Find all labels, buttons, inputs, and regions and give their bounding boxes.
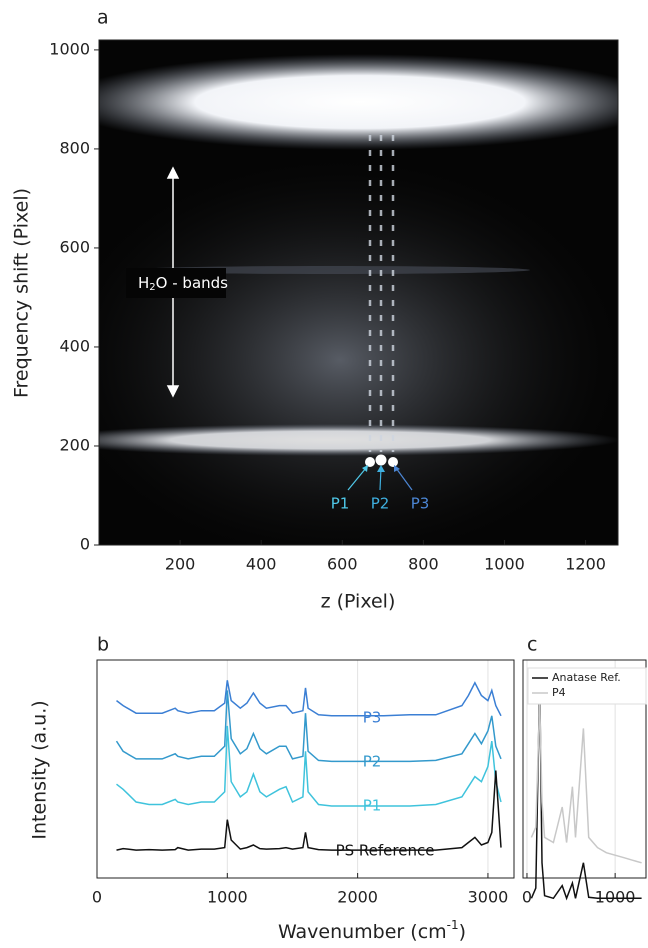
panel-letter: c xyxy=(527,634,537,656)
band-label: H2O - bands xyxy=(138,274,228,294)
series-line xyxy=(116,770,502,851)
series-label: P2 xyxy=(363,753,382,771)
panel-letter: a xyxy=(97,7,109,29)
series-label: P3 xyxy=(363,709,382,727)
series-line xyxy=(530,678,642,901)
y-tick-label: 600 xyxy=(59,237,90,256)
x-tick-label: 1000 xyxy=(595,888,636,907)
x-tick-label: 400 xyxy=(246,555,277,574)
y-axis-label: Frequency shift (Pixel) xyxy=(11,188,33,398)
band-label-main: H xyxy=(138,274,149,292)
x-label-sup: -1 xyxy=(447,918,459,932)
x-label-rest: ) xyxy=(459,921,466,943)
x-tick-label: 200 xyxy=(165,555,196,574)
axes-frame xyxy=(96,659,515,879)
x-tick-label: 1200 xyxy=(565,555,606,574)
y-axis-label: Intensity (a.u.) xyxy=(29,700,51,839)
axes-frame xyxy=(522,659,647,879)
panel: 0 1000 2000 3000 P3 P2 P1 PS Reference xyxy=(92,659,515,907)
y-tick-label: 1000 xyxy=(49,39,90,58)
axes-frame xyxy=(98,39,619,546)
spectral-image xyxy=(99,40,618,545)
x-label-main: Wavenumber (cm xyxy=(278,921,447,943)
legend-label: Anatase Ref. xyxy=(552,671,621,684)
panel: 0 1000 Anatase Ref. P4 xyxy=(522,659,647,907)
x-tick-label: 800 xyxy=(408,555,439,574)
x-tick-label: 0 xyxy=(522,888,532,907)
x-tick-label: 600 xyxy=(327,555,358,574)
peak-label: P3 xyxy=(411,495,430,513)
series-line xyxy=(115,690,502,763)
x-axis-label: z (Pixel) xyxy=(321,591,396,613)
y-tick-label: 800 xyxy=(59,138,90,157)
series-line xyxy=(116,725,502,807)
x-tick-label: 3000 xyxy=(468,888,509,907)
x-tick-label: 1000 xyxy=(207,888,248,907)
band-label-sub: 2 xyxy=(149,282,155,293)
series-label: P1 xyxy=(363,797,382,815)
panel-letter: b xyxy=(97,634,109,656)
panel: 200 400 600 800 1000 1200 0 200 400 600 800 1000 P1 P… xyxy=(49,39,619,574)
legend-box xyxy=(527,667,647,705)
y-tick-label: 0 xyxy=(80,535,90,554)
y-tick-label: 400 xyxy=(59,336,90,355)
band-label-rest: O - bands xyxy=(156,274,228,292)
x-tick-label: 1000 xyxy=(484,555,525,574)
x-tick-label: 2000 xyxy=(337,888,378,907)
x-tick-label: 0 xyxy=(92,888,102,907)
series-line xyxy=(530,700,642,864)
peak-label: P1 xyxy=(331,495,350,513)
y-tick-label: 200 xyxy=(59,435,90,454)
series-line xyxy=(116,680,502,717)
series-label: PS Reference xyxy=(336,842,435,860)
legend-label: P4 xyxy=(552,686,566,699)
x-axis-label: Wavenumber (cm-1) xyxy=(278,918,466,943)
peak-label: P2 xyxy=(371,495,390,513)
